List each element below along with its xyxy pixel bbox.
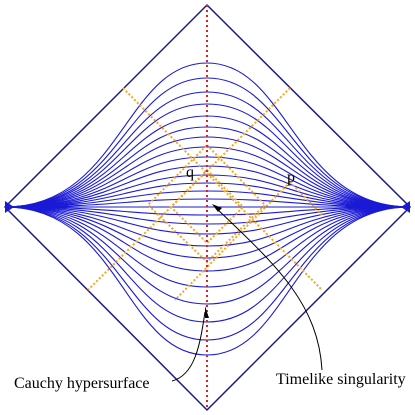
spacelike-slice bbox=[4, 206, 411, 235]
spacelike-slice bbox=[4, 182, 411, 208]
singularity-label: Timelike singularity bbox=[276, 371, 406, 388]
light-ray bbox=[174, 181, 291, 301]
spacelike-slice bbox=[4, 62, 411, 208]
point-label: p bbox=[287, 169, 295, 186]
arrow-head bbox=[212, 204, 222, 212]
spacelike-slice bbox=[4, 206, 411, 225]
spacelike-slice bbox=[4, 206, 411, 259]
pointer-arrow bbox=[171, 311, 206, 382]
spacelike-slice bbox=[4, 77, 411, 208]
pointer-arrow bbox=[213, 205, 323, 371]
spacelike-slice bbox=[4, 198, 411, 208]
arrow-head bbox=[205, 306, 209, 318]
spacelike-slice bbox=[4, 206, 411, 305]
light-ray bbox=[122, 87, 323, 291]
spacelike-slice bbox=[4, 103, 411, 208]
point-label: q bbox=[186, 164, 194, 181]
cauchy-label: Cauchy hypersurface bbox=[14, 375, 150, 392]
diagram-boundary bbox=[3, 3, 412, 412]
